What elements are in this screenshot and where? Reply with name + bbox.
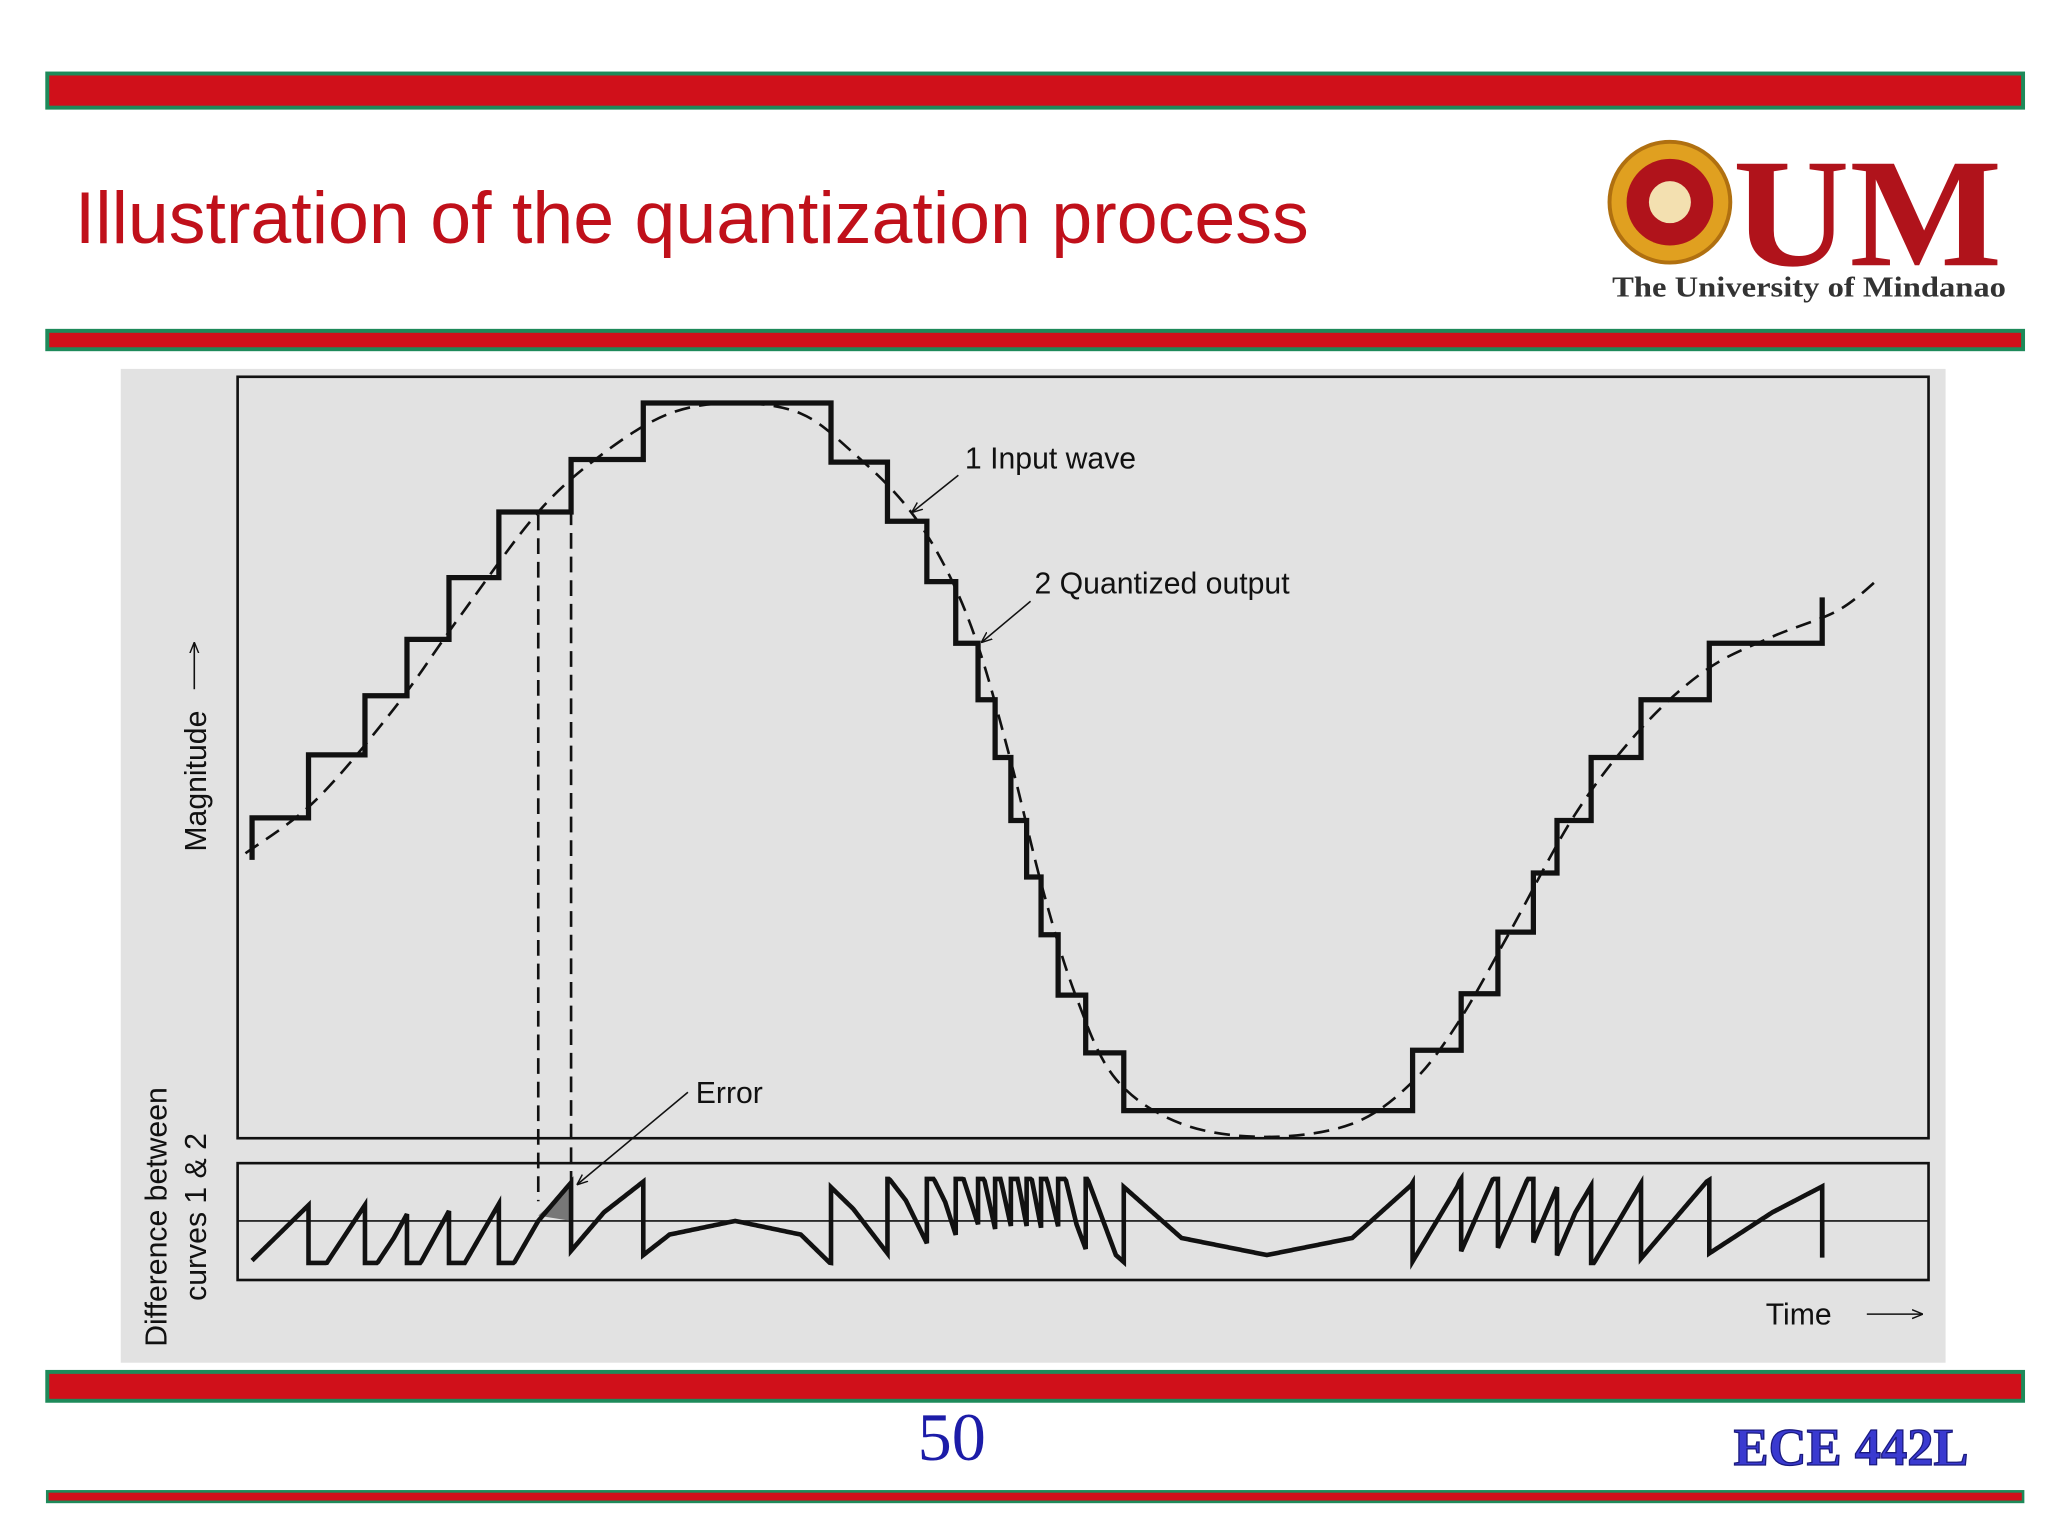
title-bar xyxy=(45,328,2026,352)
footer-bar xyxy=(45,1369,2026,1403)
label-input: 1 Input wave xyxy=(965,443,1136,476)
label-error: Error xyxy=(696,1077,763,1110)
logo-mark: UM xyxy=(1733,127,2002,299)
leader xyxy=(578,1091,689,1184)
course-code: ECE 442L xyxy=(1734,1419,1969,1477)
logo-name: The University of Mindanao xyxy=(1612,272,2006,304)
quantized-output xyxy=(249,400,1825,1114)
upper-frame xyxy=(236,375,1930,1140)
top-bar xyxy=(45,71,2026,110)
y-axis-upper: Magnitude xyxy=(180,711,213,852)
leader xyxy=(982,600,1032,642)
y-axis-lower: curves 1 & 2 xyxy=(180,1133,213,1301)
leader xyxy=(912,474,959,512)
label-quantized: 2 Quantized output xyxy=(1035,567,1291,600)
y-axis-lower: Difference between xyxy=(141,1087,174,1347)
slide-title: Illustration of the quantization process xyxy=(75,176,1309,259)
seal-center xyxy=(1648,181,1691,224)
bottom-bar xyxy=(45,1490,2025,1504)
logo: UM The University of Mindanao xyxy=(1607,127,2006,304)
diagram: 1 Input wave 2 Quantized output Error Ma… xyxy=(120,368,1946,1363)
page-number: 50 xyxy=(918,1399,986,1475)
diagram-panel xyxy=(120,368,1946,1363)
error-wave xyxy=(250,1171,1825,1270)
x-axis: Time xyxy=(1766,1299,1832,1332)
